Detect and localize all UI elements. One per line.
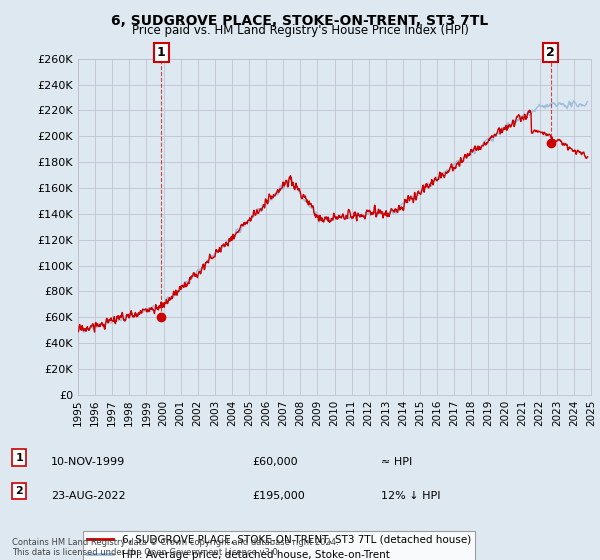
Text: 10-NOV-1999: 10-NOV-1999 xyxy=(51,457,125,467)
Text: ≈ HPI: ≈ HPI xyxy=(381,457,412,467)
Text: 23-AUG-2022: 23-AUG-2022 xyxy=(51,491,125,501)
Text: Price paid vs. HM Land Registry's House Price Index (HPI): Price paid vs. HM Land Registry's House … xyxy=(131,24,469,37)
Text: £195,000: £195,000 xyxy=(252,491,305,501)
Legend: 6, SUDGROVE PLACE, STOKE-ON-TRENT, ST3 7TL (detached house), HPI: Average price,: 6, SUDGROVE PLACE, STOKE-ON-TRENT, ST3 7… xyxy=(83,531,475,560)
Text: 1: 1 xyxy=(16,452,23,463)
Text: 6, SUDGROVE PLACE, STOKE-ON-TRENT, ST3 7TL: 6, SUDGROVE PLACE, STOKE-ON-TRENT, ST3 7… xyxy=(112,14,488,28)
Text: 12% ↓ HPI: 12% ↓ HPI xyxy=(381,491,440,501)
Text: 2: 2 xyxy=(546,46,555,59)
Text: 2: 2 xyxy=(16,486,23,496)
Text: 1: 1 xyxy=(157,46,166,59)
Text: Contains HM Land Registry data © Crown copyright and database right 2024.
This d: Contains HM Land Registry data © Crown c… xyxy=(12,538,338,557)
Text: £60,000: £60,000 xyxy=(252,457,298,467)
